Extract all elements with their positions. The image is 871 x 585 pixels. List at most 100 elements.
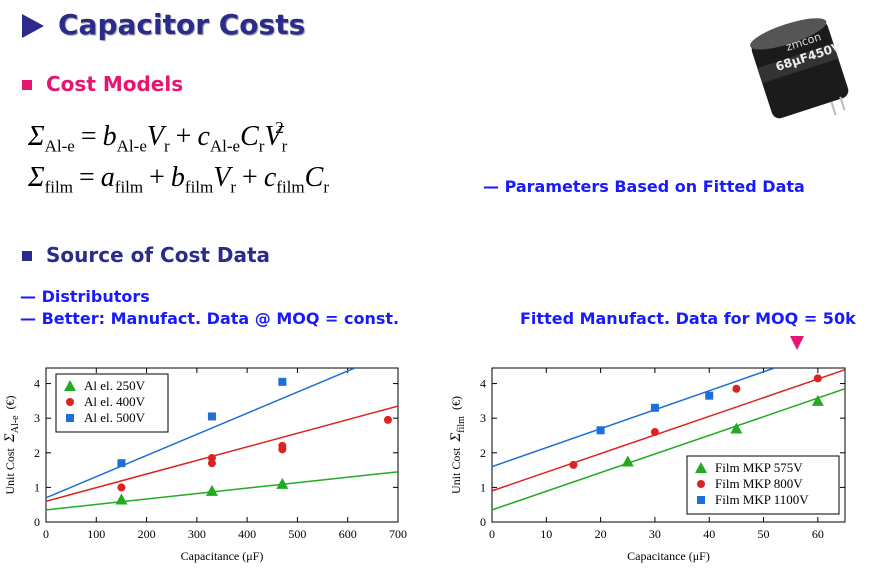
marker [732,384,741,393]
x-axis-label: Capacitance (μF) [181,549,264,563]
capacitor-image: zmcon 68μF450V [740,10,868,130]
math-subscript: Al-e [44,136,75,156]
callout: Fitted Manufact. Data for MOQ = 50k [520,309,856,328]
y-tick-label: 1 [480,480,486,494]
math-subscript: Al-e [209,136,241,156]
math-symbol: b [102,121,117,152]
math-symbol: Σ [28,121,45,152]
y-axis-label: Unit Cost Σfilm (€) [448,396,467,494]
math-symbol: Σ [28,162,45,193]
y-tick-label: 0 [480,515,486,529]
legend-label: Film MKP 575V [715,460,803,475]
math-subscript: film [276,177,305,197]
fit-line [46,471,398,511]
y-axis-label-part: Unit Cost [3,448,17,495]
bullet [22,80,32,90]
x-axis-label: Capacitance (μF) [627,549,710,563]
legend-marker [66,398,74,406]
x-tick-label: 700 [389,527,407,541]
legend-box [55,373,169,433]
y-tick-label: 3 [34,411,40,425]
legend-marker [697,480,705,488]
math-symbol: + [175,121,192,152]
x-tick-label: 40 [703,527,715,541]
marker [621,455,634,467]
marker [569,460,578,469]
x-tick-label: 20 [595,527,607,541]
math-subscript: r [281,136,288,156]
math-subscript: film [184,177,214,197]
math-symbol: + [242,162,258,193]
y-tick-label: 2 [34,446,40,460]
fit-line [492,388,845,511]
bullet [22,251,32,261]
marker [650,403,659,412]
legend-marker [697,496,705,504]
y-axis-label: Unit Cost ΣAl-e (€) [2,395,21,494]
x-tick-label: 50 [758,527,770,541]
legend-label: Al el. 250V [84,378,146,393]
y-tick-label: 4 [480,377,486,391]
y-axis-label-part: Unit Cost [449,447,463,494]
marker [205,484,218,496]
title: Capacitor Costs [58,8,306,41]
legend-marker [64,380,76,391]
marker [207,459,216,468]
y-axis-label-part: (€) [449,396,463,410]
y-tick-label: 4 [34,377,40,391]
math-subscript: film [44,177,73,197]
math-superscript: 2 [275,118,284,137]
arrow [790,336,804,350]
equation: ΣAl-e = bAl-eVr + cAl-eCrVr2 [28,118,287,157]
title-marker [22,14,44,38]
heading: Source of Cost Data [46,243,271,267]
y-axis-label-part: Al-e [10,415,21,433]
math-subscript: r [258,136,265,156]
fit-line [492,369,845,492]
equation: Σfilm = afilm + bfilmVr + cfilmCr [28,162,329,198]
y-axis-label-part: (€) [3,395,17,409]
math-symbol: C [304,162,324,193]
y-tick-label: 1 [34,480,40,494]
marker [278,377,287,386]
math-subscript: Al-e [116,136,147,156]
marker [705,391,714,400]
math-symbol: c [197,121,210,152]
y-tick-label: 2 [480,446,486,460]
y-axis-label-part: Σ [448,433,464,443]
fit-line [46,405,398,502]
math-subscript: r [323,177,329,197]
fit-line [492,368,775,468]
marker [596,426,605,435]
x-tick-label: 600 [339,527,357,541]
plot-frame [45,367,399,523]
legend-label: Al el. 400V [84,394,146,409]
marker [730,422,743,434]
math-symbol: = [80,121,97,152]
heading: Cost Models [46,72,184,96]
math-subscript: film [114,177,144,197]
math-subscript: r [230,177,237,197]
y-tick-label: 0 [34,515,40,529]
legend-marker [66,414,74,422]
x-tick-label: 10 [540,527,552,541]
x-tick-label: 30 [649,527,661,541]
marker [650,428,659,437]
math-symbol: c [263,162,277,193]
marker [117,483,126,492]
x-tick-label: 200 [138,527,156,541]
marker [276,477,289,489]
list-item: — Better: Manufact. Data @ MOQ = const. [20,309,400,328]
x-tick-label: 400 [238,527,256,541]
y-axis-label-part: film [456,416,467,433]
math-symbol: V [213,162,231,193]
math-symbol: V [146,121,164,152]
math-symbol: a [100,162,115,193]
plot-frame [491,367,846,523]
math-symbol: = [78,162,95,193]
marker [117,459,126,468]
x-tick-label: 300 [188,527,206,541]
math-subscript: r [163,136,170,156]
math-symbol: V [264,121,282,152]
